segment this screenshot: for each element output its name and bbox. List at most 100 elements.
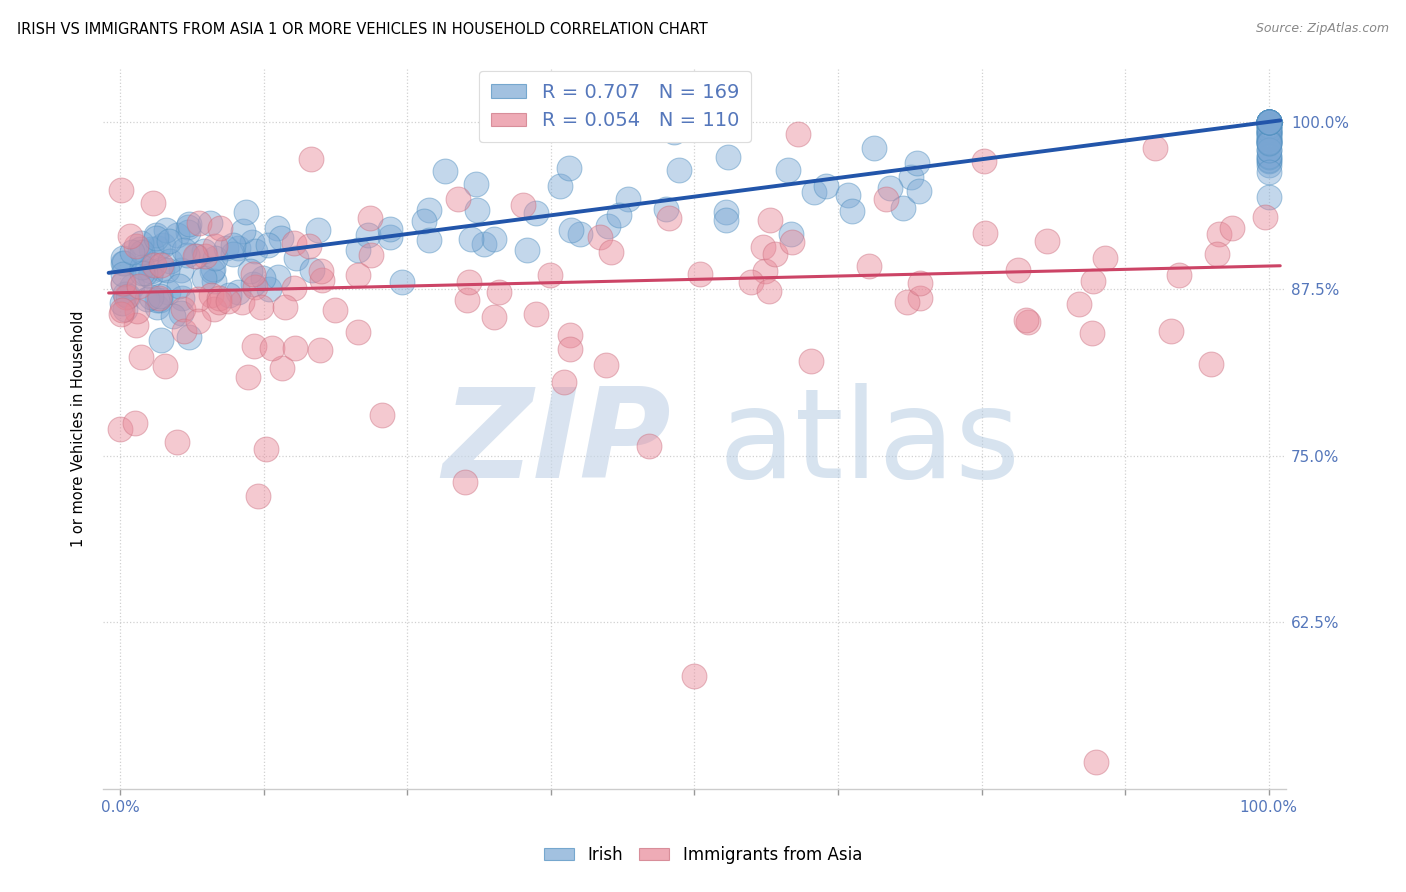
Point	[193, 270, 215, 285]
Point	[512, 198, 534, 212]
Point	[156, 263, 179, 277]
Point	[125, 318, 148, 333]
Point	[1201, 358, 1223, 372]
Point	[252, 271, 274, 285]
Point	[356, 228, 378, 243]
Point	[1015, 313, 1038, 327]
Point	[246, 489, 269, 503]
Point	[391, 275, 413, 289]
Point	[215, 241, 238, 255]
Point	[347, 244, 370, 258]
Point	[201, 262, 224, 277]
Point	[905, 156, 928, 170]
Point	[149, 293, 172, 308]
Point	[121, 245, 143, 260]
Point	[172, 302, 194, 317]
Point	[1257, 115, 1279, 129]
Point	[173, 324, 195, 338]
Point	[1257, 158, 1279, 172]
Point	[1007, 263, 1029, 277]
Point	[1257, 115, 1279, 129]
Point	[157, 234, 180, 248]
Point	[111, 255, 134, 269]
Point	[1257, 115, 1279, 129]
Point	[254, 442, 277, 456]
Point	[202, 274, 225, 288]
Point	[1257, 119, 1279, 133]
Point	[309, 264, 332, 278]
Point	[1257, 130, 1279, 145]
Point	[235, 205, 257, 219]
Point	[780, 227, 803, 241]
Point	[560, 343, 582, 357]
Point	[111, 251, 134, 265]
Point	[139, 269, 162, 284]
Point	[208, 294, 231, 309]
Point	[776, 163, 799, 178]
Point	[166, 435, 188, 450]
Point	[145, 293, 167, 308]
Point	[141, 290, 163, 304]
Point	[1257, 153, 1279, 167]
Point	[841, 203, 863, 218]
Point	[658, 211, 681, 225]
Point	[1257, 190, 1279, 204]
Point	[1168, 268, 1191, 282]
Point	[187, 292, 209, 306]
Point	[1257, 120, 1279, 134]
Point	[204, 239, 226, 253]
Point	[1257, 115, 1279, 129]
Point	[111, 302, 134, 317]
Point	[1257, 115, 1279, 129]
Point	[607, 208, 630, 222]
Point	[1257, 115, 1279, 129]
Point	[170, 291, 193, 305]
Point	[1257, 132, 1279, 146]
Text: atlas: atlas	[718, 383, 1021, 504]
Point	[973, 154, 995, 169]
Point	[896, 295, 918, 310]
Point	[111, 268, 134, 282]
Point	[360, 248, 382, 262]
Point	[134, 266, 156, 280]
Point	[194, 249, 217, 263]
Point	[1257, 118, 1279, 132]
Point	[714, 205, 737, 219]
Point	[242, 235, 264, 250]
Point	[117, 288, 139, 302]
Point	[378, 222, 401, 236]
Point	[524, 206, 547, 220]
Point	[162, 310, 184, 324]
Point	[1257, 134, 1279, 148]
Point	[1257, 115, 1279, 129]
Point	[110, 183, 132, 197]
Point	[112, 256, 135, 270]
Point	[1257, 115, 1279, 129]
Point	[472, 236, 495, 251]
Point	[668, 162, 690, 177]
Point	[243, 338, 266, 352]
Point	[595, 359, 617, 373]
Point	[1094, 252, 1116, 266]
Point	[974, 226, 997, 240]
Point	[1257, 115, 1279, 129]
Point	[1257, 123, 1279, 137]
Point	[200, 288, 222, 302]
Point	[143, 259, 166, 273]
Point	[271, 361, 294, 376]
Point	[516, 243, 538, 257]
Point	[1257, 136, 1279, 151]
Point	[1257, 136, 1279, 150]
Point	[638, 439, 661, 453]
Point	[146, 241, 169, 255]
Point	[717, 150, 740, 164]
Point	[1083, 274, 1105, 288]
Point	[188, 216, 211, 230]
Point	[243, 280, 266, 294]
Point	[1257, 124, 1279, 138]
Point	[526, 307, 548, 321]
Point	[908, 276, 931, 290]
Point	[1257, 115, 1279, 129]
Point	[283, 281, 305, 295]
Point	[1036, 235, 1059, 249]
